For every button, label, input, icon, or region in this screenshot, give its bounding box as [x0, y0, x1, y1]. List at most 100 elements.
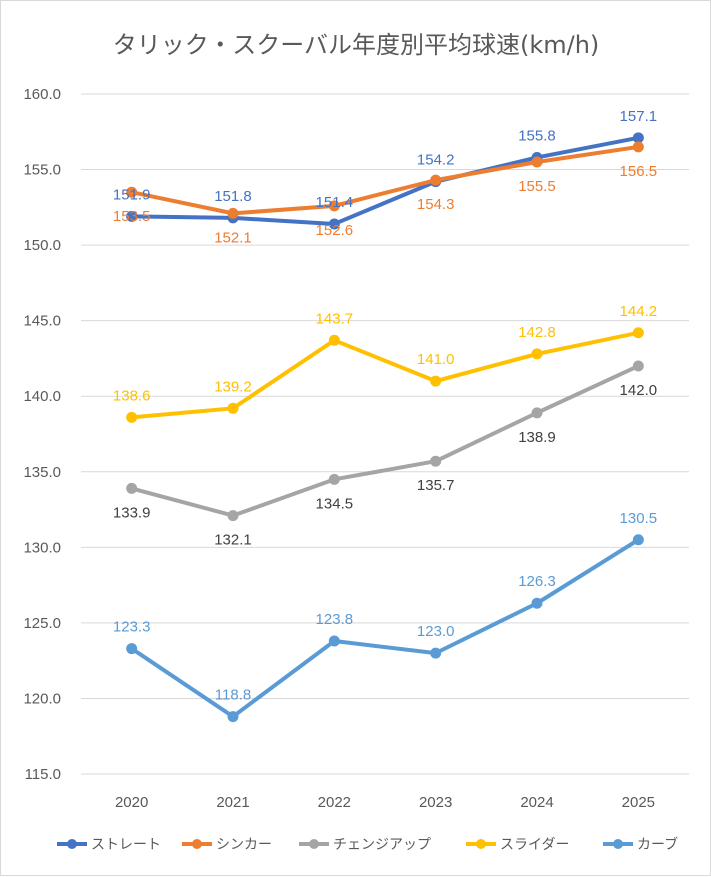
data-label: 144.2: [620, 303, 658, 320]
data-point: [430, 455, 442, 467]
data-point: [328, 218, 340, 230]
data-point: [531, 407, 543, 419]
series-line: [129, 364, 641, 518]
data-label: 138.9: [518, 429, 556, 446]
data-label: 123.0: [417, 623, 455, 640]
y-tick-label: 150.0: [23, 237, 61, 254]
x-tick-label: 2022: [318, 794, 351, 811]
data-label: 123.8: [316, 611, 354, 628]
data-label: 143.7: [316, 310, 354, 327]
y-tick-label: 135.0: [23, 464, 61, 481]
legend-marker: [613, 839, 623, 849]
data-point: [126, 411, 138, 423]
series-3: [126, 360, 644, 522]
data-label: 151.9: [113, 186, 151, 203]
data-label: 126.3: [518, 573, 556, 590]
data-label: 151.4: [316, 194, 354, 211]
y-tick-label: 160.0: [23, 86, 61, 103]
data-point: [227, 510, 239, 522]
data-point: [430, 174, 442, 186]
data-label: 123.3: [113, 619, 151, 636]
data-label: 157.1: [620, 108, 658, 125]
series-layer: [126, 132, 644, 723]
data-point: [632, 132, 644, 144]
series-line: [129, 537, 641, 719]
data-label: 155.8: [518, 127, 556, 144]
data-point: [328, 635, 340, 647]
data-label: 118.8: [215, 687, 251, 704]
y-tick-label: 155.0: [23, 162, 61, 179]
data-label: 134.5: [316, 495, 354, 512]
data-label: 155.5: [518, 178, 556, 195]
data-point: [430, 647, 442, 659]
x-tick-label: 2023: [419, 794, 452, 811]
data-label: 139.2: [214, 378, 252, 395]
y-tick-label: 115.0: [25, 766, 61, 783]
legend-marker: [67, 839, 77, 849]
gridlines: [81, 93, 689, 775]
y-tick-label: 130.0: [23, 539, 61, 556]
data-point: [632, 534, 644, 546]
data-point: [430, 375, 442, 387]
y-axis-ticks: 160.0 155.0 150.0 145.0 140.0 135.0 130.0 125.0…: [23, 86, 61, 783]
legend-label: カーブ: [637, 836, 678, 853]
data-point: [126, 210, 138, 222]
data-label: 152.6: [316, 222, 354, 239]
legend-marker: [309, 839, 319, 849]
data-label: 141.0: [417, 351, 455, 368]
series-line: [129, 135, 641, 226]
legend-label: ストレート: [91, 837, 161, 853]
data-label: 142.0: [620, 382, 658, 399]
data-point: [227, 207, 239, 219]
legend-item: スライダー: [466, 837, 569, 853]
series-2: [126, 141, 644, 219]
series-line: [129, 330, 641, 420]
data-label: 154.3: [417, 196, 455, 213]
legend-label: スライダー: [500, 837, 569, 853]
data-point: [531, 348, 543, 360]
y-tick-label: 140.0: [23, 388, 61, 405]
legend-item: カーブ: [603, 836, 678, 853]
data-point: [531, 597, 543, 609]
data-label: 153.5: [113, 208, 151, 225]
series-4: [126, 327, 644, 423]
y-tick-label: 145.0: [23, 313, 61, 330]
data-label: 154.2: [417, 152, 455, 169]
legend-marker: [192, 839, 202, 849]
series-5: [126, 534, 644, 723]
data-label: 138.6: [113, 387, 151, 404]
legend-marker: [476, 839, 486, 849]
y-tick-label: 125.0: [23, 615, 61, 632]
data-label: 133.9: [113, 504, 151, 521]
series-line: [129, 144, 641, 216]
legend-item: チェンジアップ: [299, 837, 431, 853]
data-point: [632, 327, 644, 339]
x-tick-label: 2020: [115, 794, 148, 811]
data-point: [531, 156, 543, 168]
data-labels: 151.9 151.8 151.4 154.2 155.8 157.1 153.5 152.1…: [113, 108, 657, 704]
legend-item: ストレート: [57, 837, 161, 853]
chart-title: タリック・スクーバル年度別平均球速(km/h): [113, 31, 600, 59]
data-point: [632, 141, 644, 153]
legend-label: チェンジアップ: [333, 837, 431, 853]
data-point: [227, 402, 239, 414]
legend-label: シンカー: [216, 837, 272, 853]
data-point: [126, 643, 138, 655]
data-point: [328, 200, 340, 212]
data-label: 130.5: [620, 510, 658, 527]
data-label: 135.7: [417, 477, 455, 494]
legend: ストレート シンカー チェンジアップ スライダー カーブ: [57, 836, 678, 853]
data-label: 132.1: [214, 532, 252, 549]
data-label: 142.8: [518, 324, 556, 341]
x-axis-ticks: 2020 2021 2022 2023 2024 2025: [115, 794, 655, 811]
legend-item: シンカー: [182, 837, 272, 853]
data-point: [126, 186, 138, 198]
x-tick-label: 2025: [622, 794, 655, 811]
data-point: [227, 711, 239, 723]
data-point: [126, 482, 138, 494]
data-point: [328, 473, 340, 485]
data-point: [328, 334, 340, 346]
series-1: [126, 132, 644, 230]
